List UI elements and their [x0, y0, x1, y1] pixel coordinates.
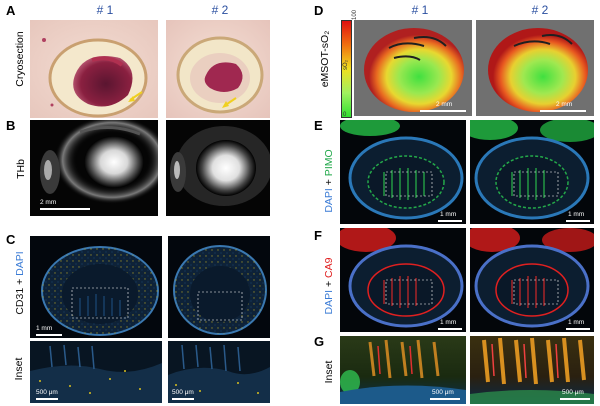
- thb-scale-bar: [40, 208, 90, 210]
- label-inset-c: Inset: [13, 357, 25, 381]
- panel-letter-d: D: [314, 3, 324, 18]
- label-dapi-e: DAPI: [323, 188, 335, 213]
- cryosection-image-2: [166, 20, 270, 118]
- so2-scale-text-1: 2 mm: [436, 101, 453, 108]
- label-dapi-ca9-sep: +: [323, 277, 335, 290]
- so2-image-2: [476, 20, 594, 116]
- panel-letter-f: F: [314, 228, 322, 243]
- g-inset-image-1: [340, 336, 466, 404]
- panel-letter-c: C: [6, 232, 16, 247]
- cd31-inset-scale-bar-1: [36, 398, 58, 400]
- label-ca9: CA9: [323, 257, 335, 278]
- colorbar-min-label: 0: [343, 112, 347, 118]
- ca9-scale-bar-2: [566, 328, 590, 330]
- cd31-inset-scale-text-1: 500 μm: [36, 389, 58, 396]
- so2-scale-bar-1: [420, 110, 466, 112]
- label-pimo: PIMO: [323, 149, 335, 177]
- label-emsot-so2: eMSOT-sO₂: [319, 30, 331, 88]
- label-dapi-c: DAPI: [14, 251, 26, 276]
- g-scale-text-1: 500 μm: [432, 389, 454, 396]
- label-cd31-dapi: CD31 + DAPI: [14, 243, 26, 323]
- pimo-scale-bar-2: [566, 220, 590, 222]
- column-header-left-1: # 1: [96, 3, 114, 17]
- ca9-scale-text-2: 1 mm: [568, 319, 585, 326]
- label-inset-g: Inset: [323, 360, 335, 384]
- cd31-inset-scale-bar-2: [172, 398, 194, 400]
- cd31-inset-image-2: [168, 341, 270, 403]
- panel-letter-e: E: [314, 118, 323, 133]
- ca9-image-1: [340, 228, 466, 332]
- g-scale-text-2: 500 μm: [562, 389, 584, 396]
- pimo-scale-bar-1: [438, 220, 462, 222]
- cd31-scale-text: 1 mm: [36, 325, 53, 332]
- so2-scale-text-2: 2 mm: [556, 101, 573, 108]
- panel-letter-a: A: [6, 3, 16, 18]
- label-cd31-sep: +: [14, 275, 26, 288]
- thb-image-2: [166, 120, 270, 216]
- ca9-image-2: [470, 228, 594, 332]
- g-scale-bar-1: [430, 398, 460, 400]
- pimo-scale-text-1: 1 mm: [440, 211, 457, 218]
- panel-letter-b: B: [6, 118, 16, 133]
- column-header-right-1: # 1: [411, 3, 429, 17]
- g-scale-bar-2: [560, 398, 590, 400]
- cd31-inset-scale-text-2: 500 μm: [172, 389, 194, 396]
- label-dapi-pimo-sep: +: [323, 176, 335, 189]
- label-dapi-f: DAPI: [323, 289, 335, 315]
- colorbar-title: sO₂: [343, 60, 349, 70]
- pimo-image-1: [340, 120, 466, 224]
- label-cryosection: Cryosection: [14, 31, 26, 87]
- label-dapi-ca9: DAPI + CA9: [323, 246, 335, 326]
- cd31-image-2: [168, 236, 270, 338]
- column-header-right-2: # 2: [531, 3, 549, 17]
- cryosection-image-1: [30, 20, 158, 118]
- pimo-image-2: [470, 120, 594, 224]
- ca9-scale-text-1: 1 mm: [440, 319, 457, 326]
- so2-image-1: [354, 20, 472, 116]
- cd31-image-1: [30, 236, 162, 338]
- label-dapi-pimo: DAPI + PIMO: [323, 141, 335, 221]
- label-thb: THb: [15, 159, 27, 179]
- g-inset-image-2: [470, 336, 594, 404]
- panel-letter-g: G: [314, 334, 325, 349]
- thb-image-1: [30, 120, 158, 216]
- pimo-scale-text-2: 1 mm: [568, 211, 585, 218]
- cd31-inset-image-1: [30, 341, 162, 403]
- ca9-scale-bar-1: [438, 328, 462, 330]
- thb-scale-text: 2 mm: [40, 199, 57, 206]
- so2-colorbar: [341, 20, 352, 118]
- column-header-left-2: # 2: [211, 3, 229, 17]
- label-cd31: CD31: [14, 287, 26, 315]
- colorbar-max-label: 100: [352, 9, 358, 20]
- so2-scale-bar-2: [540, 110, 586, 112]
- cd31-scale-bar: [36, 334, 62, 336]
